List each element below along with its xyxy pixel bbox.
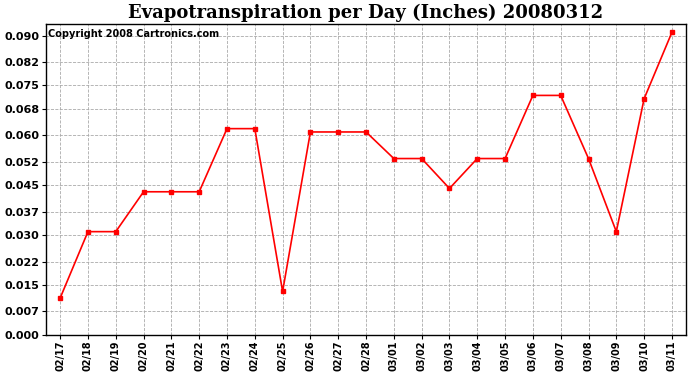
Text: Copyright 2008 Cartronics.com: Copyright 2008 Cartronics.com [48,28,219,39]
Title: Evapotranspiration per Day (Inches) 20080312: Evapotranspiration per Day (Inches) 2008… [128,4,604,22]
